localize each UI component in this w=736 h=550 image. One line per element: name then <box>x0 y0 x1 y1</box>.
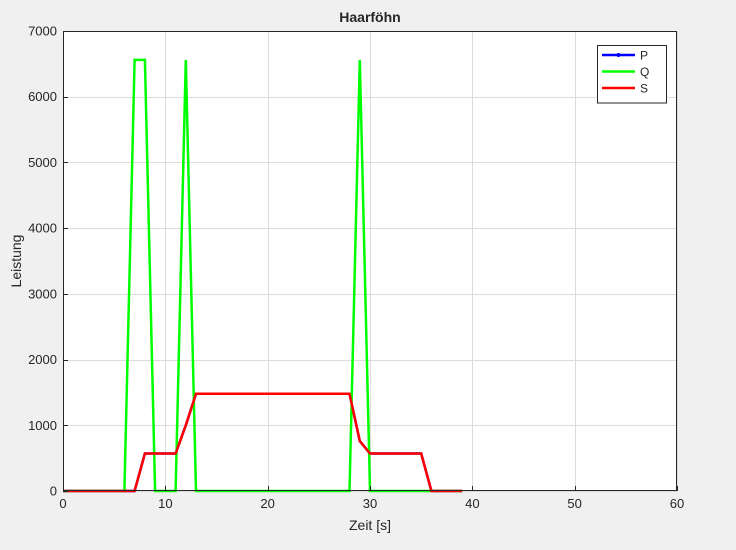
legend-label-q: Q <box>640 65 649 79</box>
legend-label-p: P <box>640 49 648 63</box>
x-axis-title: Zeit [s] <box>349 517 391 533</box>
legend-label-s: S <box>640 82 648 96</box>
x-tick-label: 20 <box>260 496 274 511</box>
x-tick-label: 60 <box>670 496 684 511</box>
axis-ticks: 0 10 20 30 40 50 60 0 1000 2000 3000 4000 5000 6000 70… <box>28 24 684 512</box>
legend-marker-p <box>616 53 621 57</box>
x-tick-label: 10 <box>158 496 172 511</box>
legend: PQS <box>597 45 667 104</box>
chart-title: Haarföhn <box>339 9 400 25</box>
y-tick-label: 4000 <box>28 221 57 236</box>
y-tick-label: 5000 <box>28 155 57 170</box>
y-tick-label: 0 <box>50 484 57 499</box>
y-tick-label: 7000 <box>28 24 57 39</box>
y-tick-label: 6000 <box>28 89 57 104</box>
x-tick-label: 30 <box>363 496 377 511</box>
y-tick-label: 2000 <box>28 352 57 367</box>
y-axis-title: Leistung <box>8 235 24 288</box>
x-tick-label: 40 <box>465 496 479 511</box>
y-tick-label: 1000 <box>28 418 57 433</box>
x-tick-label: 0 <box>59 496 66 511</box>
series-line-q <box>63 58 463 493</box>
x-tick-label: 50 <box>567 496 581 511</box>
y-tick-label: 3000 <box>28 286 57 301</box>
